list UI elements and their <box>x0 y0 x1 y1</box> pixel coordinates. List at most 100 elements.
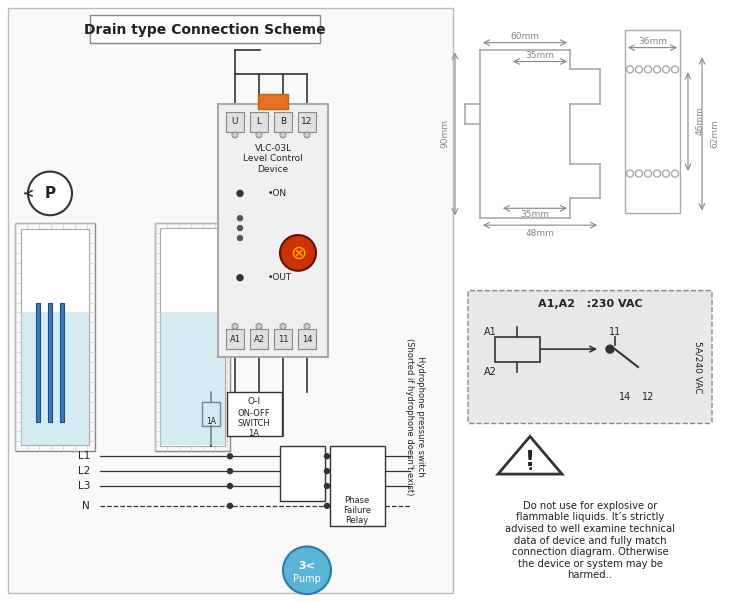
Text: VLC-03L
Level Control
Device: VLC-03L Level Control Device <box>243 144 303 173</box>
Bar <box>218 104 328 357</box>
Text: 3<: 3< <box>299 561 315 571</box>
Bar <box>330 446 385 526</box>
Circle shape <box>237 275 243 281</box>
Bar <box>36 303 40 421</box>
Bar <box>298 329 316 349</box>
Text: 1A: 1A <box>248 429 259 438</box>
Text: 46mm: 46mm <box>696 107 704 135</box>
Circle shape <box>228 454 232 459</box>
Text: !: ! <box>525 450 535 470</box>
Text: 36mm: 36mm <box>638 37 667 46</box>
Circle shape <box>325 503 329 508</box>
Text: .: . <box>527 459 533 473</box>
Bar <box>226 112 244 132</box>
Bar <box>155 223 230 452</box>
Bar <box>15 223 95 452</box>
Text: L: L <box>256 117 261 126</box>
Text: L3: L3 <box>77 481 90 491</box>
Bar <box>250 112 268 132</box>
Text: A2: A2 <box>253 335 264 344</box>
Circle shape <box>228 503 232 508</box>
Bar <box>160 228 225 446</box>
Text: 5A/240 VAC: 5A/240 VAC <box>694 341 702 393</box>
Text: ⊗: ⊗ <box>290 243 306 262</box>
Bar <box>227 392 282 436</box>
Text: Hydrophone pressure switch
(Shorted if hydrophone doesn't exist): Hydrophone pressure switch (Shorted if h… <box>405 338 425 495</box>
Text: 12: 12 <box>642 392 654 402</box>
Text: 35mm: 35mm <box>526 51 555 60</box>
Bar <box>160 312 225 445</box>
Bar <box>8 8 453 593</box>
Text: Phase: Phase <box>345 497 369 506</box>
Text: B: B <box>280 117 286 126</box>
Text: 14: 14 <box>301 335 312 344</box>
Text: 1A: 1A <box>206 417 216 426</box>
Text: Failure: Failure <box>343 506 371 515</box>
Circle shape <box>283 547 331 594</box>
Bar <box>495 337 540 362</box>
Circle shape <box>304 323 310 329</box>
Circle shape <box>325 483 329 488</box>
FancyBboxPatch shape <box>468 291 712 424</box>
Bar <box>366 456 376 486</box>
Circle shape <box>606 345 614 353</box>
Circle shape <box>228 483 232 488</box>
Text: SWITCH: SWITCH <box>238 419 270 428</box>
Circle shape <box>280 132 286 138</box>
Text: •OUT: •OUT <box>268 273 292 282</box>
Bar <box>21 312 89 445</box>
Circle shape <box>304 132 310 138</box>
Bar <box>90 15 320 43</box>
Text: L2: L2 <box>77 466 90 476</box>
Text: A1: A1 <box>483 327 496 337</box>
Circle shape <box>228 468 232 474</box>
Circle shape <box>256 132 262 138</box>
Text: A1,A2   :230 VAC: A1,A2 :230 VAC <box>538 300 642 309</box>
Text: Do not use for explosive or
flammable liquids. It’s strictly
advised to well exa: Do not use for explosive or flammable li… <box>505 501 675 580</box>
Text: A2: A2 <box>483 367 496 377</box>
Text: P: P <box>45 186 55 201</box>
Bar <box>202 402 220 426</box>
Text: O-I: O-I <box>247 397 261 406</box>
Text: ON-OFF: ON-OFF <box>238 409 270 418</box>
Polygon shape <box>498 436 562 474</box>
Text: 62mm: 62mm <box>710 119 720 148</box>
Bar <box>21 312 89 445</box>
Text: 35mm: 35mm <box>520 209 550 219</box>
Text: 90mm: 90mm <box>440 119 450 149</box>
Bar <box>274 329 292 349</box>
Circle shape <box>237 190 243 196</box>
Circle shape <box>325 468 329 474</box>
Bar <box>274 112 292 132</box>
Text: N: N <box>82 501 90 511</box>
Bar <box>625 29 680 213</box>
Bar <box>226 329 244 349</box>
Circle shape <box>237 235 242 241</box>
Circle shape <box>237 226 242 231</box>
Text: 11: 11 <box>609 327 621 337</box>
Bar <box>338 456 348 486</box>
Circle shape <box>325 454 329 459</box>
Text: •ON: •ON <box>268 189 287 198</box>
Bar <box>352 456 362 486</box>
Bar <box>60 303 64 421</box>
Text: Drain type Connection Scheme: Drain type Connection Scheme <box>84 23 326 37</box>
Bar <box>250 329 268 349</box>
Circle shape <box>237 216 242 221</box>
Text: 60mm: 60mm <box>510 32 539 41</box>
Text: 48mm: 48mm <box>526 229 555 238</box>
Circle shape <box>232 323 238 329</box>
Text: 11: 11 <box>277 335 288 344</box>
Text: U: U <box>231 117 238 126</box>
Circle shape <box>280 323 286 329</box>
Bar <box>48 303 52 421</box>
Text: 14: 14 <box>619 392 631 402</box>
Text: 12: 12 <box>301 117 312 126</box>
Text: Pump: Pump <box>293 574 321 584</box>
Circle shape <box>280 235 316 271</box>
Bar <box>21 229 89 445</box>
Circle shape <box>256 323 262 329</box>
Circle shape <box>232 132 238 138</box>
Bar <box>298 112 316 132</box>
Bar <box>258 95 288 109</box>
